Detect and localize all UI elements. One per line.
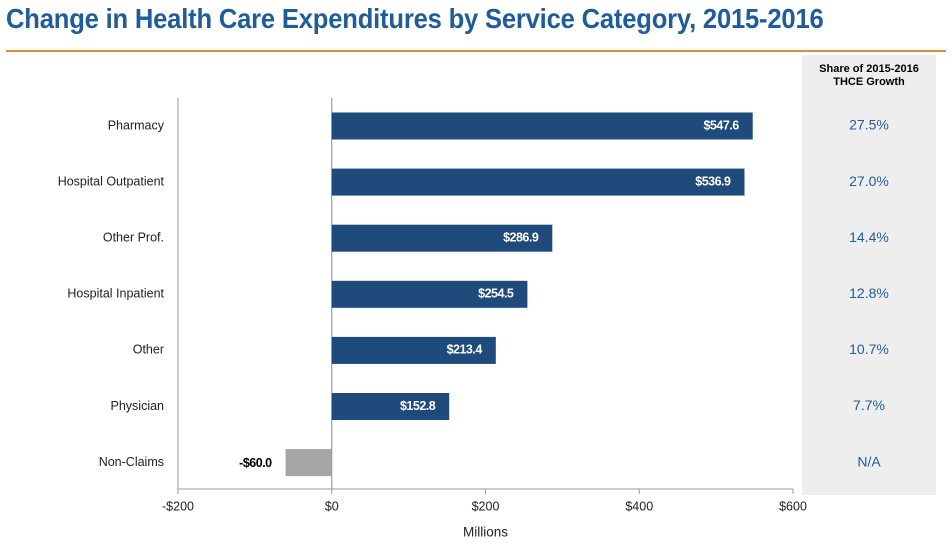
share-value: N/A [857,453,881,469]
x-tick-label: $200 [472,499,500,513]
share-value: 10.7% [849,341,889,357]
x-tick-label: $400 [625,499,653,513]
category-label: Pharmacy [108,118,165,132]
data-label: $254.5 [478,287,514,301]
share-value: 7.7% [853,397,885,413]
bar [331,112,753,140]
data-label: $213.4 [447,343,483,357]
bar [331,280,528,308]
category-label: Non-Claims [99,455,164,469]
category-label: Physician [111,399,165,413]
share-value: 12.8% [849,285,889,301]
bar [331,168,745,196]
title-divider [6,50,946,52]
data-label: -$60.0 [239,456,272,470]
bar [331,224,553,252]
x-axis-label: Millions [463,525,508,540]
category-label: Hospital Outpatient [58,174,165,188]
data-label: $536.9 [695,174,731,188]
share-panel [802,55,936,495]
x-tick-label: -$200 [162,499,194,513]
bar [331,393,450,420]
data-label: $286.9 [503,230,539,244]
category-label: Other [133,343,164,357]
x-tick-label: $0 [325,499,339,513]
data-label: $547.6 [703,118,739,132]
share-header: Share of 2015-2016 THCE Growth [802,63,936,89]
x-tick-label: $600 [779,499,807,513]
bar [331,336,496,364]
share-value: 27.0% [849,173,889,189]
category-label: Hospital Inpatient [67,287,164,301]
category-label: Other Prof. [103,230,164,244]
share-header-line1: Share of 2015-2016 [819,63,919,75]
chart-title: Change in Health Care Expenditures by Se… [6,3,824,34]
share-header-line2: THCE Growth [833,76,905,88]
data-label: $152.8 [400,399,436,413]
share-value: 27.5% [849,117,889,133]
bar [285,449,332,477]
share-value: 14.4% [849,229,889,245]
